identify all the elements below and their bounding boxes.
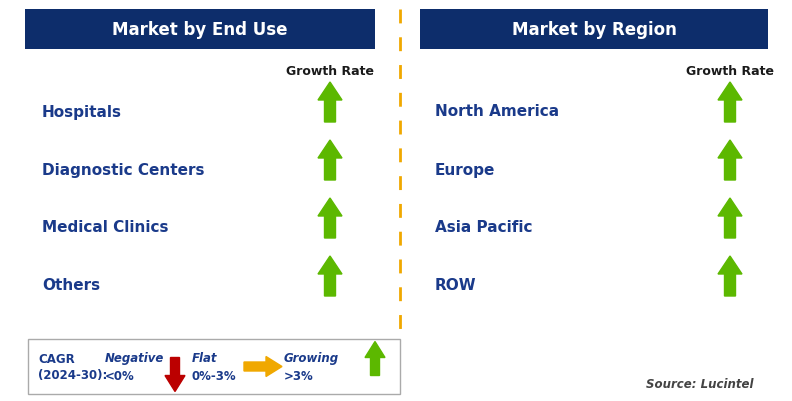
Polygon shape	[244, 356, 282, 377]
Polygon shape	[718, 256, 742, 296]
Polygon shape	[318, 256, 342, 296]
Text: Growth Rate: Growth Rate	[286, 65, 374, 78]
Text: Asia Pacific: Asia Pacific	[435, 220, 532, 235]
Polygon shape	[718, 141, 742, 180]
Text: ROW: ROW	[435, 278, 477, 293]
Text: Medical Clinics: Medical Clinics	[42, 220, 169, 235]
Polygon shape	[365, 342, 385, 376]
Text: Flat: Flat	[192, 351, 218, 364]
Text: North America: North America	[435, 104, 559, 119]
Text: Growing: Growing	[284, 351, 339, 364]
Polygon shape	[718, 83, 742, 123]
Polygon shape	[718, 198, 742, 239]
Polygon shape	[318, 83, 342, 123]
Text: Market by End Use: Market by End Use	[112, 21, 287, 39]
FancyBboxPatch shape	[420, 10, 768, 50]
Text: >3%: >3%	[284, 369, 314, 382]
Text: Hospitals: Hospitals	[42, 104, 122, 119]
Text: CAGR: CAGR	[38, 352, 74, 365]
Text: Negative: Negative	[105, 351, 165, 364]
Text: 0%-3%: 0%-3%	[192, 369, 237, 382]
FancyBboxPatch shape	[25, 10, 375, 50]
Text: Others: Others	[42, 278, 100, 293]
Text: Source: Lucintel: Source: Lucintel	[646, 378, 754, 391]
Text: <0%: <0%	[105, 369, 135, 382]
Text: Europe: Europe	[435, 162, 495, 177]
Polygon shape	[318, 141, 342, 180]
Polygon shape	[165, 358, 185, 391]
Text: Diagnostic Centers: Diagnostic Centers	[42, 162, 204, 177]
Polygon shape	[318, 198, 342, 239]
Text: (2024-30):: (2024-30):	[38, 368, 108, 381]
FancyBboxPatch shape	[28, 339, 400, 394]
Text: Growth Rate: Growth Rate	[686, 65, 774, 78]
Text: Market by Region: Market by Region	[512, 21, 676, 39]
